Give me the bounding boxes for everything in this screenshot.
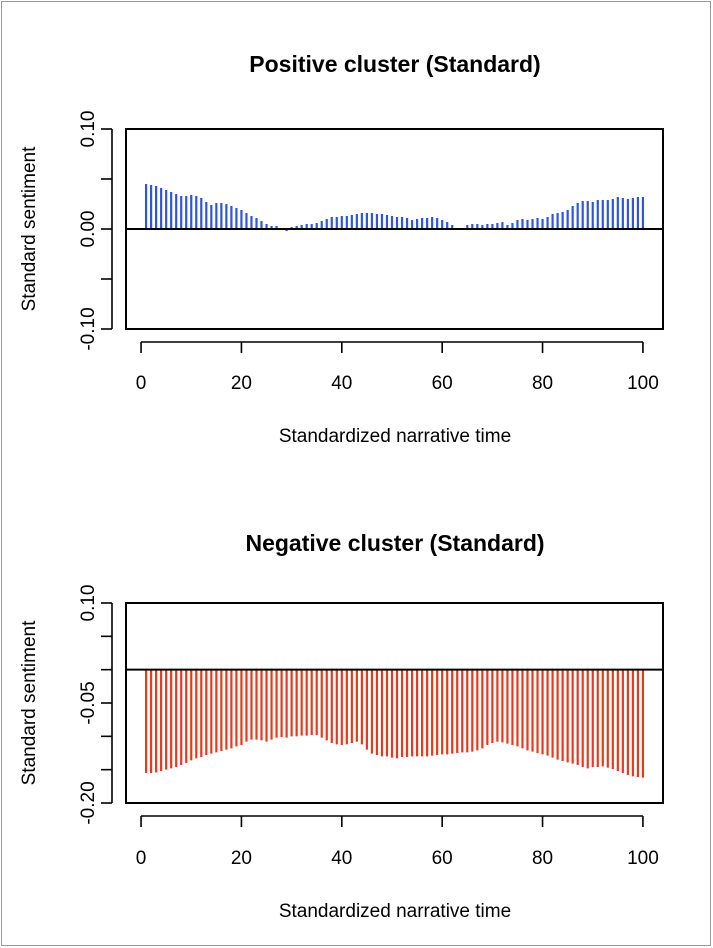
x-tick-label: 60 (432, 373, 453, 394)
positive-cluster-panel: Positive cluster (Standard) 0 20 40 60 80 100… (19, 51, 664, 447)
x-tick-label: 80 (532, 848, 553, 869)
y-tick-label: -0.05 (78, 681, 99, 724)
y-axis: -0.20 -0.05 0.10 (78, 585, 113, 825)
y-tick-label: 0.10 (78, 111, 99, 148)
y-axis-label: Standard sentiment (19, 620, 40, 785)
x-tick-label: 40 (331, 848, 352, 869)
x-tick-label: 20 (231, 373, 252, 394)
x-axis-label: Standardized narrative time (279, 426, 511, 447)
x-tick-label: 100 (627, 848, 659, 869)
chart-title: Positive cluster (Standard) (249, 51, 540, 77)
x-tick-label: 60 (432, 848, 453, 869)
plot-area-border (125, 602, 664, 804)
y-tick-label: 0.00 (78, 211, 99, 248)
x-axis: 0 20 40 60 80 100 (136, 815, 659, 869)
y-axis: -0.10 0.00 0.10 (78, 111, 113, 351)
bar-group (144, 184, 645, 231)
x-tick-label: 100 (627, 373, 659, 394)
x-axis: 0 20 40 60 80 100 (136, 341, 659, 394)
chart-title: Negative cluster (Standard) (245, 530, 544, 556)
x-tick-label: 40 (331, 373, 352, 394)
x-tick-label: 80 (532, 373, 553, 394)
bar-group (144, 669, 645, 778)
x-tick-label: 0 (136, 373, 147, 394)
y-axis-label: Standard sentiment (19, 146, 40, 311)
y-tick-label: -0.20 (78, 781, 99, 824)
negative-cluster-panel: Negative cluster (Standard) 0 20 40 60 80 100… (19, 530, 664, 922)
y-tick-label: 0.10 (78, 585, 99, 622)
y-tick-label: -0.10 (78, 307, 99, 350)
x-tick-label: 0 (136, 848, 147, 869)
plot-area-border (125, 128, 664, 330)
x-tick-label: 20 (231, 848, 252, 869)
x-axis-label: Standardized narrative time (279, 901, 511, 922)
